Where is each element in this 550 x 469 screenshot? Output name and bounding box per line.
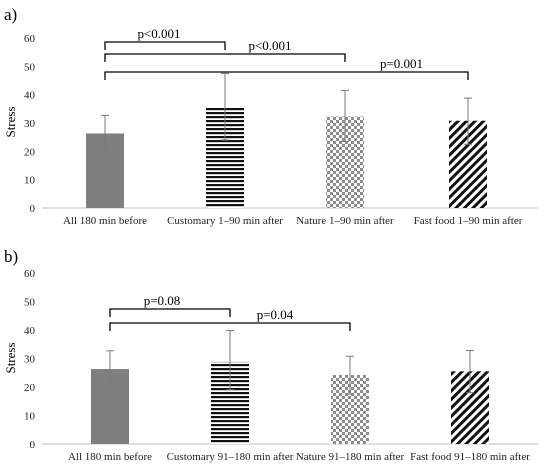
x-tick-label: Customary 91–180 min after <box>167 451 294 463</box>
x-tick-label: Nature 91–180 min after <box>296 451 405 463</box>
y-tick-label: 40 <box>24 325 36 337</box>
x-tick-label: All 180 min before <box>63 215 147 227</box>
x-tick-label: Fast food 91–180 min after <box>410 451 530 463</box>
p-value-label: p=0.001 <box>380 56 423 71</box>
x-tick-label: All 180 min before <box>68 451 152 463</box>
y-tick-label: 50 <box>24 297 36 309</box>
significance-bracket <box>109 308 231 317</box>
y-tick-label: 20 <box>24 146 36 158</box>
y-tick-label: 10 <box>24 175 36 187</box>
panel-label-b: b) <box>4 247 18 266</box>
y-tick-label: 10 <box>24 411 36 423</box>
x-tick-label: Customary 1–90 min after <box>167 215 283 227</box>
y-axis-label-a: Stress <box>3 106 18 137</box>
x-tick-label: Fast food 1–90 min after <box>414 215 523 227</box>
significance-bracket <box>104 41 226 50</box>
chart-panel-a: a) Stress 0 10 20 30 40 50 60 All 180 min befor… <box>3 5 538 227</box>
significance-bracket <box>104 53 346 62</box>
y-tick-label: 0 <box>30 439 36 451</box>
significance-bracket <box>104 71 469 80</box>
significance-bracket <box>109 322 351 331</box>
p-value-label: p=0.08 <box>144 293 181 308</box>
x-tick-label: Nature 1–90 min after <box>296 215 394 227</box>
y-tick-label: 30 <box>24 354 36 366</box>
y-tick-label: 40 <box>24 90 36 102</box>
p-value-label: p=0.04 <box>257 307 294 322</box>
y-tick-label: 20 <box>24 382 36 394</box>
chart-panel-b: b) Stress 0 10 20 30 40 50 60 All 180 min befor… <box>3 247 538 463</box>
p-value-label: p<0.001 <box>248 38 291 53</box>
y-tick-label: 50 <box>24 61 36 73</box>
y-tick-label: 60 <box>24 33 36 45</box>
p-value-label: p<0.001 <box>137 26 180 41</box>
y-tick-label: 0 <box>30 203 36 215</box>
y-tick-label: 30 <box>24 118 36 130</box>
y-tick-label: 60 <box>24 268 36 280</box>
panel-label-a: a) <box>4 5 17 24</box>
y-axis-label-b: Stress <box>3 342 18 373</box>
